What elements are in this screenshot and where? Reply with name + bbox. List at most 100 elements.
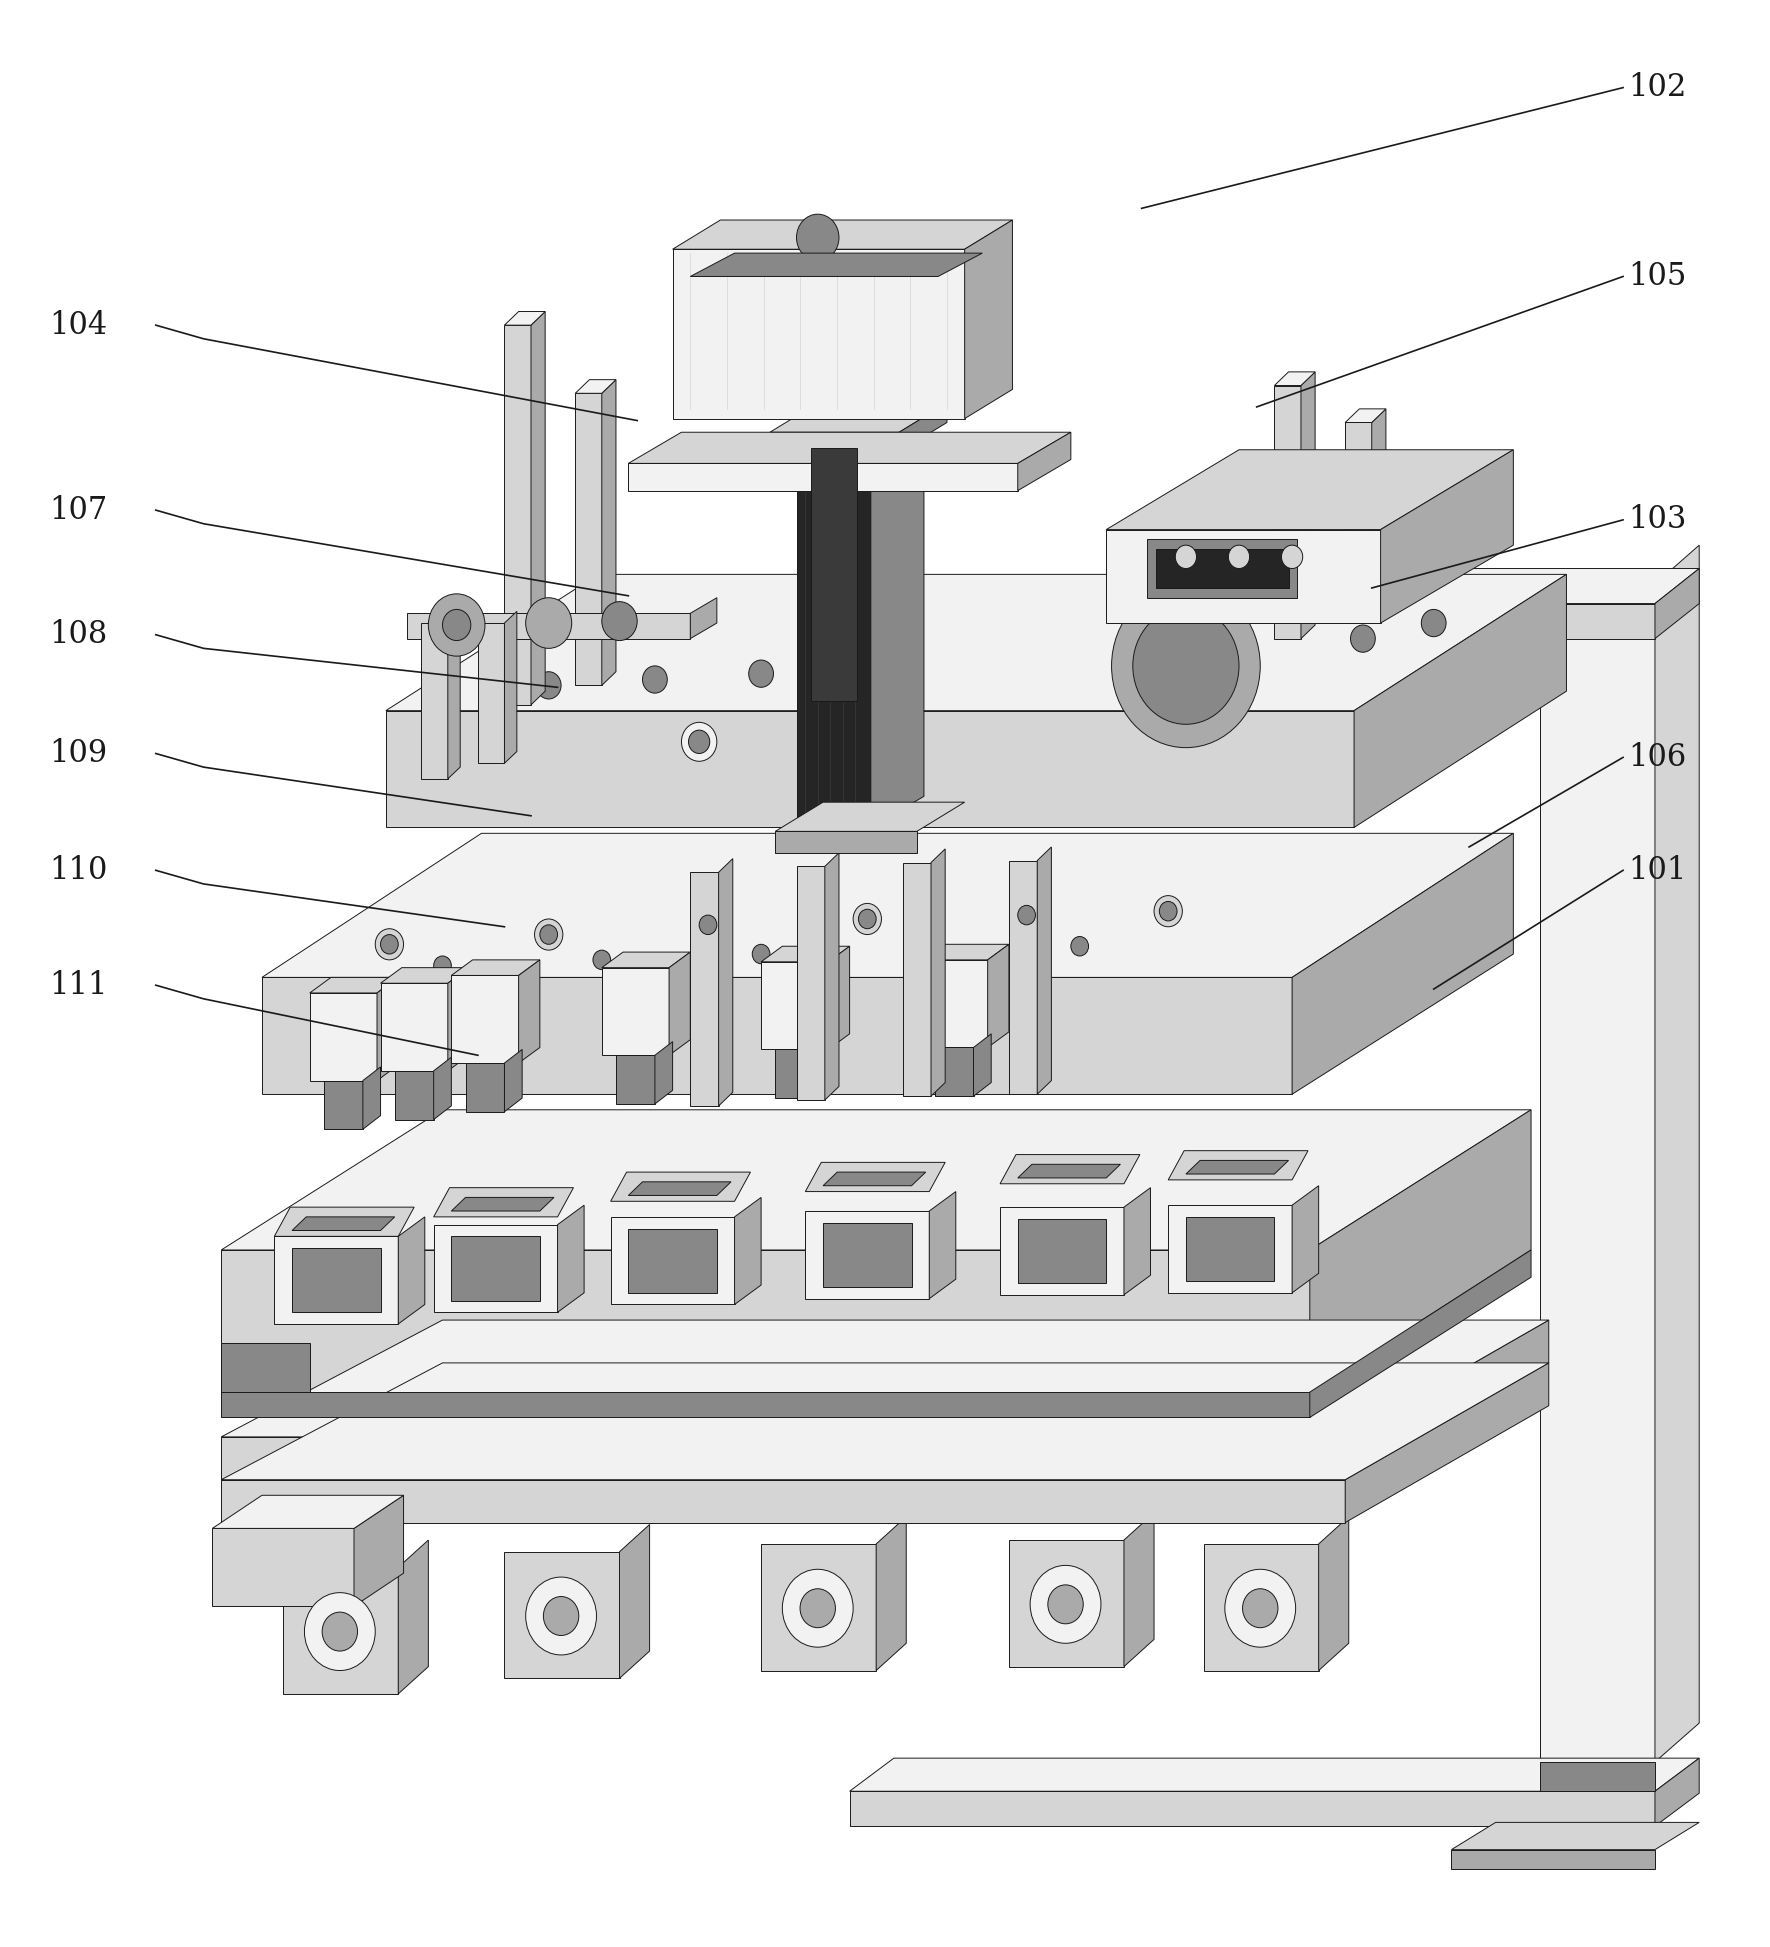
Polygon shape [434,1057,451,1120]
Circle shape [858,909,876,929]
Circle shape [1175,545,1197,569]
Polygon shape [407,613,690,639]
Circle shape [1421,609,1446,637]
Polygon shape [1168,1205,1292,1293]
Polygon shape [690,872,719,1106]
Circle shape [1012,900,1041,931]
Polygon shape [1106,450,1513,530]
Polygon shape [575,380,616,393]
Polygon shape [899,403,947,452]
Polygon shape [628,432,1071,463]
Circle shape [526,598,572,648]
Circle shape [1351,625,1375,652]
Polygon shape [1009,861,1037,1094]
Circle shape [1228,545,1250,569]
Polygon shape [761,962,828,1049]
Polygon shape [611,1172,750,1201]
Polygon shape [1292,1186,1319,1293]
Polygon shape [1451,1850,1655,1869]
Polygon shape [611,1217,735,1304]
Polygon shape [1000,1155,1140,1184]
Circle shape [434,956,451,975]
Polygon shape [602,380,616,685]
Polygon shape [1345,1363,1549,1523]
Polygon shape [292,1248,381,1312]
Polygon shape [974,1034,991,1096]
Polygon shape [504,611,517,763]
Polygon shape [558,1205,584,1312]
Circle shape [536,672,561,699]
Polygon shape [1274,372,1315,386]
Polygon shape [805,1162,945,1192]
Polygon shape [519,960,540,1063]
Polygon shape [805,1211,929,1299]
Polygon shape [814,1036,832,1098]
Circle shape [526,1577,596,1655]
Polygon shape [1381,450,1513,623]
Polygon shape [531,312,545,705]
Text: 105: 105 [1628,261,1687,292]
Polygon shape [735,1197,761,1304]
Polygon shape [221,1392,1310,1417]
Polygon shape [673,220,1012,249]
Circle shape [375,929,404,960]
Circle shape [796,214,839,261]
Polygon shape [434,1188,573,1217]
Polygon shape [421,623,448,779]
Polygon shape [575,393,602,685]
Text: 104: 104 [50,310,108,341]
Polygon shape [761,946,850,962]
Polygon shape [1655,569,1699,639]
Polygon shape [386,574,1566,711]
Polygon shape [1133,604,1655,639]
Circle shape [689,730,710,753]
Polygon shape [504,312,545,325]
Polygon shape [1345,422,1372,617]
Circle shape [1154,896,1182,927]
Polygon shape [324,1081,363,1129]
Polygon shape [398,1217,425,1324]
Polygon shape [386,711,1354,827]
Polygon shape [283,1567,398,1694]
Polygon shape [262,977,1292,1094]
Polygon shape [1124,1188,1150,1295]
Polygon shape [1124,1513,1154,1667]
Polygon shape [212,1495,404,1528]
Circle shape [1112,584,1260,748]
Polygon shape [690,598,717,639]
Polygon shape [770,403,947,432]
Polygon shape [1009,1540,1124,1667]
Polygon shape [434,1225,558,1312]
Polygon shape [988,944,1009,1047]
Polygon shape [1147,539,1297,598]
Polygon shape [935,1047,974,1096]
Polygon shape [1540,1762,1655,1791]
Polygon shape [1372,409,1386,617]
Polygon shape [221,1343,310,1392]
Circle shape [699,915,717,935]
Circle shape [1159,901,1177,921]
Polygon shape [262,833,1513,977]
Circle shape [1133,607,1239,724]
Polygon shape [719,859,733,1106]
Polygon shape [504,1552,619,1678]
Polygon shape [1345,1320,1549,1480]
Polygon shape [504,325,531,705]
Circle shape [1071,937,1089,956]
Circle shape [853,903,881,935]
Polygon shape [775,831,917,853]
Circle shape [593,950,611,970]
Polygon shape [602,952,690,968]
Polygon shape [602,968,669,1055]
Circle shape [800,1589,835,1628]
Circle shape [643,666,667,693]
Polygon shape [965,220,1012,419]
Polygon shape [381,983,448,1071]
Polygon shape [504,1049,522,1112]
Polygon shape [673,249,965,419]
Polygon shape [451,975,519,1063]
Polygon shape [1018,432,1071,491]
Polygon shape [398,1540,428,1694]
Polygon shape [823,1172,926,1186]
Polygon shape [377,977,398,1081]
